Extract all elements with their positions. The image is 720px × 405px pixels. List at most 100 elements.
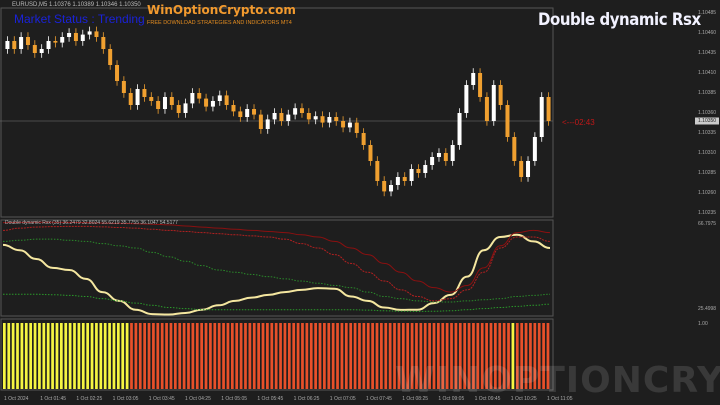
price-axis-label: 1.10360 bbox=[698, 110, 717, 116]
candle-body bbox=[491, 85, 496, 121]
histogram-bar bbox=[432, 323, 436, 389]
candle-body bbox=[443, 153, 448, 161]
time-axis-label: 1 Oct 05:05 bbox=[221, 396, 248, 402]
candle-body bbox=[12, 41, 17, 49]
candle-body bbox=[395, 177, 400, 185]
histogram-bar bbox=[340, 323, 344, 389]
histogram-bar bbox=[108, 323, 111, 389]
time-axis-label: 1 Oct 11:05 bbox=[547, 396, 573, 402]
candle-body bbox=[32, 45, 37, 53]
histogram-bar bbox=[20, 323, 24, 389]
candle-body bbox=[299, 108, 304, 113]
histogram-bar bbox=[261, 323, 265, 389]
candle-body bbox=[368, 145, 373, 161]
candle-body bbox=[5, 41, 10, 49]
histogram-bar bbox=[279, 323, 282, 389]
histogram-bar bbox=[476, 323, 480, 389]
candle-body bbox=[436, 153, 441, 157]
histogram-bar bbox=[511, 323, 515, 389]
time-axis-label: 1 Oct 02:25 bbox=[76, 396, 103, 402]
candle-body bbox=[471, 73, 476, 85]
brand-tagline: FREE DOWNLOAD STRATEGIES AND INDICATORS … bbox=[147, 20, 292, 26]
histogram-bar bbox=[46, 323, 50, 389]
candle-body bbox=[519, 161, 524, 177]
histogram-bar bbox=[520, 323, 524, 389]
candle-body bbox=[327, 117, 332, 123]
price-axis-label: 1.10335 bbox=[698, 130, 717, 136]
candle-body bbox=[238, 111, 243, 117]
histogram-bar bbox=[498, 323, 502, 389]
histogram-bar bbox=[485, 323, 488, 389]
price-axis-label: 1.10485 bbox=[698, 10, 717, 16]
indicator-label: Double dynamic Rsx (35) 36.2479 32.8024 … bbox=[5, 220, 178, 226]
candle-body bbox=[210, 101, 215, 107]
histogram-bar bbox=[195, 323, 199, 389]
candle-body bbox=[149, 97, 154, 101]
candle-body bbox=[60, 37, 65, 43]
histogram-bar bbox=[393, 323, 396, 389]
histogram-pane-frame bbox=[0, 318, 554, 391]
histogram-bar bbox=[73, 323, 76, 389]
candle-body bbox=[19, 37, 24, 49]
histogram-bar bbox=[467, 323, 471, 389]
histogram-bar bbox=[419, 323, 423, 389]
time-axis-label: 1 Oct 03:45 bbox=[148, 396, 175, 402]
histogram-bar bbox=[24, 323, 28, 389]
histogram-bar bbox=[130, 323, 133, 389]
indicator-line bbox=[2, 225, 551, 302]
candle-body bbox=[101, 37, 106, 49]
histogram-bar bbox=[204, 323, 208, 389]
time-axis-label: 1 Oct 04:25 bbox=[185, 396, 211, 402]
time-axis-label: 1 Oct 07:45 bbox=[366, 396, 392, 402]
candle-body bbox=[176, 105, 181, 113]
histogram-bar bbox=[344, 323, 348, 389]
histogram-bar bbox=[384, 323, 388, 389]
candle-body bbox=[505, 105, 510, 137]
histogram-bar bbox=[529, 323, 532, 389]
histogram-bar bbox=[165, 323, 168, 389]
candle-body bbox=[389, 185, 394, 192]
histogram-bar bbox=[257, 323, 260, 389]
candle-body bbox=[450, 145, 455, 161]
histogram-bar bbox=[16, 323, 19, 389]
histogram-bar bbox=[380, 323, 383, 389]
histogram-bar bbox=[458, 323, 462, 389]
histogram-bar bbox=[230, 323, 234, 389]
histogram-bar bbox=[77, 323, 81, 389]
main-pane-frame bbox=[0, 7, 554, 218]
candle-body bbox=[94, 31, 99, 37]
histogram-bar bbox=[121, 323, 125, 389]
time-axis-label: 1 Oct 06:25 bbox=[293, 396, 320, 402]
candle-body bbox=[286, 114, 291, 121]
candle-body bbox=[128, 93, 133, 105]
histogram-bar bbox=[533, 323, 537, 389]
histogram-bar bbox=[323, 323, 326, 389]
histogram-bar bbox=[217, 323, 221, 389]
histogram-bar bbox=[147, 323, 151, 389]
histogram-bar bbox=[55, 323, 59, 389]
candle-body bbox=[354, 122, 359, 133]
candle-body bbox=[498, 85, 503, 105]
histogram-bar bbox=[353, 323, 357, 389]
time-axis-label: 1 Oct 10:25 bbox=[510, 396, 537, 402]
histogram-bar bbox=[331, 323, 335, 389]
candle-body bbox=[169, 97, 174, 105]
candle-body bbox=[231, 105, 236, 112]
candle-body bbox=[135, 89, 140, 105]
histogram-bar bbox=[494, 323, 497, 389]
indicator-line bbox=[2, 233, 551, 316]
histogram-bar bbox=[266, 323, 269, 389]
histogram-bar bbox=[187, 323, 190, 389]
histogram-bar bbox=[454, 323, 458, 389]
histogram-bar bbox=[463, 323, 467, 389]
price-axis-label: 1.10235 bbox=[698, 210, 717, 216]
candle-body bbox=[245, 109, 250, 117]
histogram-bar bbox=[248, 323, 252, 389]
histogram-bar bbox=[200, 323, 203, 389]
candle-body bbox=[526, 161, 531, 177]
histogram-bar bbox=[156, 323, 160, 389]
histogram-bar bbox=[90, 323, 94, 389]
indicator-axis-label: 25.4998 bbox=[698, 306, 717, 312]
histogram-bar bbox=[415, 323, 418, 389]
